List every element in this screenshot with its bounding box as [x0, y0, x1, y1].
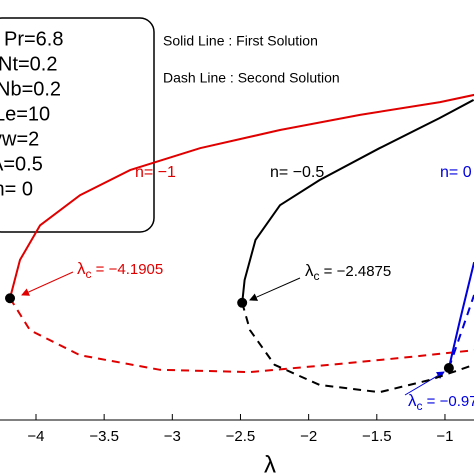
value: = −2.4875	[320, 263, 392, 280]
parameter: m= 0	[0, 178, 33, 200]
lambda: λ	[408, 391, 417, 410]
lambda: λ	[305, 261, 314, 280]
parameter: Nb=0.2	[0, 78, 61, 100]
curve	[447, 261, 474, 369]
parameter: A=0.5	[0, 153, 43, 175]
x-tick-label: −2	[300, 428, 317, 445]
curve	[9, 93, 474, 299]
x-tick-label: −3.5	[89, 428, 119, 445]
x-axis-label: λ	[264, 451, 276, 474]
curve	[447, 294, 474, 369]
series-label: n= −0.5	[270, 164, 324, 181]
legend-text: Dash Line : Second Solution	[163, 70, 340, 86]
critical-point	[237, 297, 248, 308]
series-label: n= 0	[440, 164, 472, 181]
curve	[241, 99, 474, 303]
critical-point	[443, 363, 454, 374]
subscript: c	[314, 269, 320, 283]
x-tick-label: −3	[164, 428, 181, 445]
x-tick-label: −4	[27, 428, 44, 445]
parameter: Nt=0.2	[0, 53, 57, 75]
x-tick-label: −2.5	[226, 428, 256, 445]
parameter: γw=2	[0, 128, 39, 150]
critical-label: λc = −0.97135	[408, 391, 474, 413]
legend-text: Solid Line : First Solution	[163, 33, 318, 49]
subscript: c	[417, 399, 423, 413]
critical-label: λc = −4.1905	[77, 259, 163, 281]
parameter: Pr=6.8	[4, 28, 63, 50]
x-tick-label: −1	[436, 428, 453, 445]
arrow	[249, 277, 301, 301]
parameter: Le=10	[0, 103, 50, 125]
value: = −4.1905	[92, 261, 164, 278]
lambda: λ	[77, 259, 86, 278]
arrow	[404, 371, 445, 396]
value: = −0.97135	[423, 393, 474, 410]
critical-label: λc = −2.4875	[305, 261, 391, 283]
series-label: n= −1	[135, 164, 176, 181]
critical-point	[5, 293, 16, 304]
arrow	[21, 271, 74, 296]
curve	[241, 302, 474, 394]
subscript: c	[86, 267, 92, 281]
x-tick-label: −1.5	[362, 428, 392, 445]
curve	[9, 297, 474, 374]
